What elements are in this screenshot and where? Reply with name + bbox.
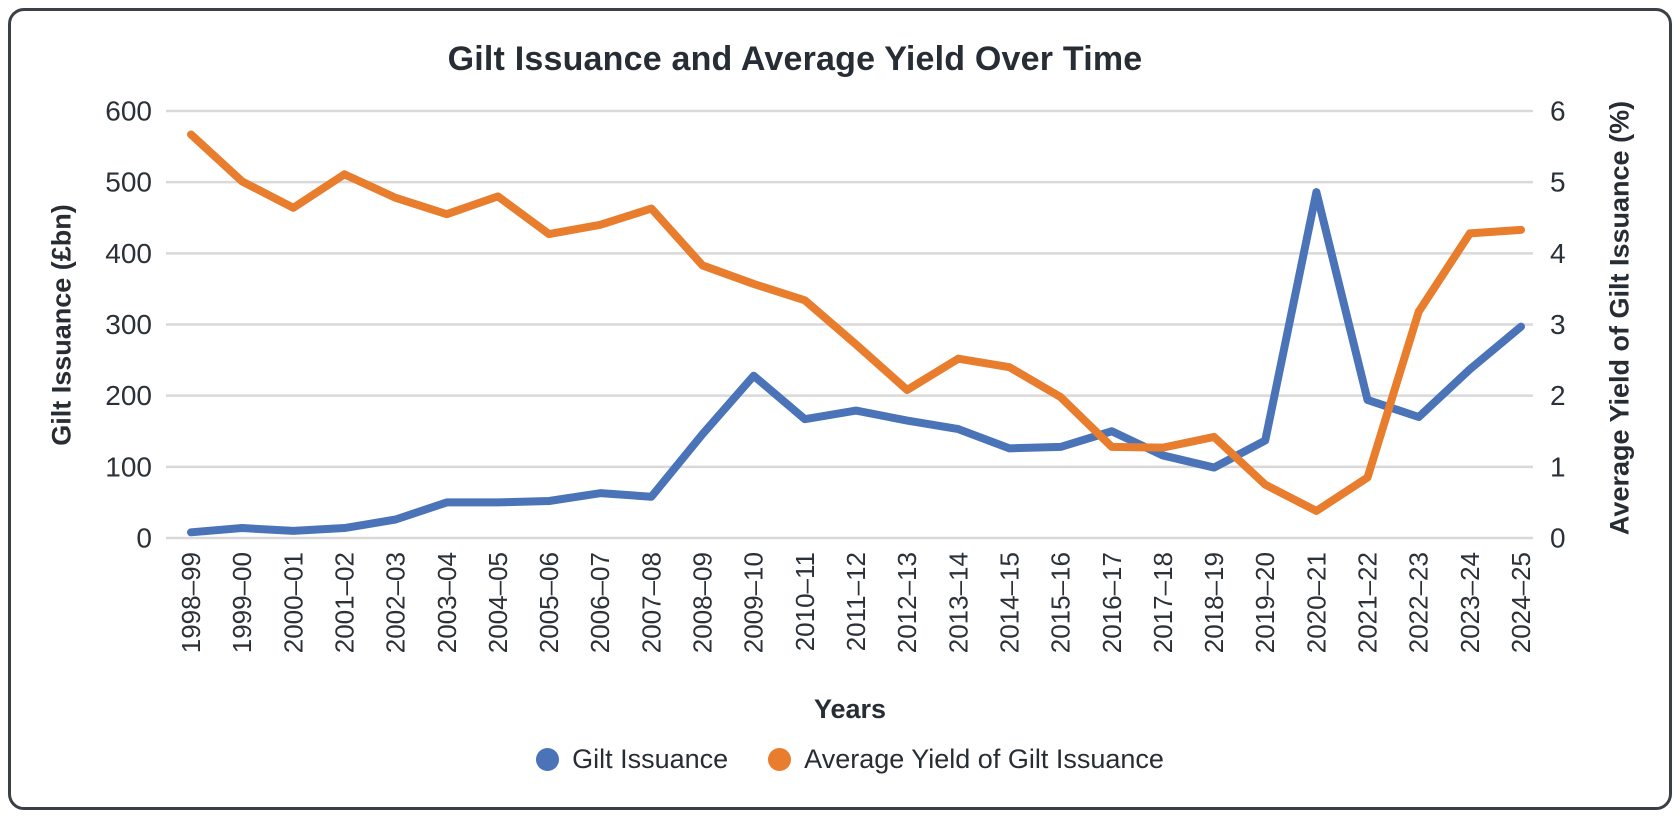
legend-marker-icon [768,748,792,771]
left-tick-label: 100 [105,451,152,482]
x-tick-label: 2019–20 [1250,552,1280,653]
x-tick-label: 2005–06 [534,552,564,653]
left-tick-label: 0 [136,523,152,554]
x-tick-label: 2021–22 [1353,552,1383,653]
x-tick-label: 2023–24 [1455,552,1485,653]
x-tick-label: 2024–25 [1506,552,1536,653]
x-tick-label: 2020–21 [1301,552,1331,653]
right-tick-label: 6 [1550,96,1566,127]
x-tick-label: 2007–08 [636,552,666,653]
left-tick-label: 600 [105,96,152,127]
x-tick-label: 1999–00 [227,552,257,653]
yield-line [187,130,1525,515]
x-tick-label: 2017–18 [1148,552,1178,653]
legend-item: Average Yield of Gilt Issuance [768,744,1164,775]
x-tick-label: 2000–01 [278,552,308,653]
legend-label: Gilt Issuance [572,744,729,774]
legend-marker-icon [536,748,560,771]
x-axis-title: Years [813,694,887,724]
left-tick-label: 200 [105,380,152,411]
x-tick-label: 2001–02 [329,552,359,653]
x-tick-label: 2022–23 [1404,552,1434,653]
x-tick-label: 2006–07 [585,552,615,653]
x-tick-label: 2010–11 [790,552,820,651]
x-tick-label: 2002–03 [381,552,411,653]
right-y-axis-title: Average Yield of Gilt Issuance (%) [1604,100,1635,536]
right-tick-label: 1 [1550,451,1566,482]
x-tick-label: 2013–14 [943,552,973,653]
legend-label: Average Yield of Gilt Issuance [804,744,1164,774]
x-tick-label: 2014–15 [994,552,1024,653]
left-tick-label: 300 [105,309,152,340]
x-tick-label: 2004–05 [483,552,513,653]
legend-item: Gilt Issuance [536,744,728,775]
right-tick-label: 2 [1550,380,1566,411]
x-tick-label: 2008–09 [688,552,718,653]
x-tick-label: 2009–10 [739,552,769,653]
chart-title: Gilt Issuance and Average Yield Over Tim… [447,40,1143,78]
left-y-axis-title: Gilt Issuance (£bn) [46,204,77,446]
right-tick-label: 3 [1550,309,1566,340]
x-tick-label: 2003–04 [432,552,462,653]
x-tick-label: 2012–13 [892,552,922,653]
right-tick-label: 5 [1550,167,1566,198]
right-tick-label: 0 [1550,523,1566,554]
left-tick-label: 500 [105,167,152,198]
legend: Gilt Issuance Average Yield of Gilt Issua… [170,744,1530,775]
x-tick-label: 1998–99 [176,552,206,653]
issuance-line [187,188,1525,537]
x-tick-label: 2018–19 [1199,552,1229,653]
right-tick-label: 4 [1550,238,1566,269]
x-tick-label: 2011–12 [841,552,871,651]
x-tick-label: 2015–16 [1046,552,1076,653]
x-tick-label: 2016–17 [1097,552,1127,653]
left-tick-label: 400 [105,238,152,269]
